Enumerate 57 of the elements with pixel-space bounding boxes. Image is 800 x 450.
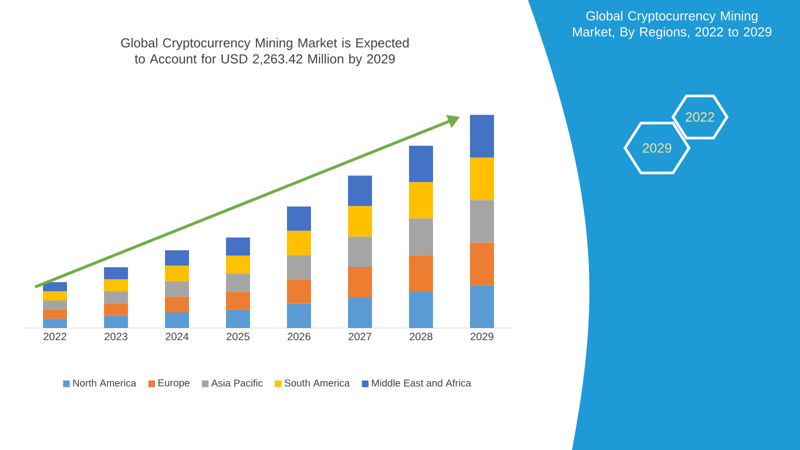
bar bbox=[470, 285, 494, 328]
bar bbox=[165, 312, 189, 328]
bar bbox=[43, 300, 68, 310]
bar bbox=[165, 266, 189, 282]
bar bbox=[43, 291, 68, 301]
bar bbox=[226, 292, 250, 310]
bar bbox=[226, 237, 250, 256]
bar bbox=[104, 304, 128, 316]
bar bbox=[226, 256, 250, 274]
x-tick-label: 2023 bbox=[104, 332, 128, 340]
bar bbox=[43, 282, 68, 292]
bar bbox=[104, 267, 128, 280]
bar bbox=[43, 318, 68, 328]
bar bbox=[348, 236, 372, 268]
bar bbox=[409, 218, 433, 256]
x-tick-label: 2028 bbox=[410, 332, 432, 340]
bar bbox=[287, 304, 312, 328]
bar bbox=[348, 206, 372, 237]
bar bbox=[409, 182, 433, 219]
bar bbox=[165, 250, 189, 266]
bar bbox=[226, 310, 250, 328]
bar bbox=[470, 200, 494, 243]
bar bbox=[470, 114, 494, 158]
legend-label: Europe bbox=[158, 379, 190, 388]
legend-label: Middle East and Africa bbox=[372, 379, 472, 387]
legend-label: South America bbox=[284, 379, 350, 387]
x-tick-label: 2024 bbox=[166, 332, 189, 340]
bar bbox=[43, 310, 68, 319]
bar bbox=[409, 146, 433, 182]
bar bbox=[470, 158, 494, 200]
bar bbox=[409, 255, 433, 292]
x-tick-label: 2029 bbox=[470, 332, 494, 340]
bar bbox=[470, 242, 494, 286]
x-tick-label: 2025 bbox=[226, 332, 250, 340]
bar bbox=[104, 292, 128, 304]
text: Global Cryptocurrency Mining Market, By Regions, 2022 to 2029 bbox=[572, 10, 772, 40]
bar bbox=[104, 279, 128, 292]
x-tick-label: 2022 bbox=[44, 332, 66, 340]
bar bbox=[104, 316, 128, 328]
x-tick-label: 2026 bbox=[288, 332, 310, 340]
text: 2022 bbox=[686, 112, 714, 122]
bar bbox=[348, 176, 372, 206]
bar bbox=[409, 292, 433, 328]
x-tick-label: 2027 bbox=[348, 332, 372, 340]
bar bbox=[165, 296, 189, 312]
legend-label: Asia Pacific bbox=[211, 379, 263, 387]
bar bbox=[226, 274, 250, 292]
legend-label: North America bbox=[73, 379, 136, 387]
bar bbox=[287, 255, 312, 280]
text: 2029 bbox=[642, 143, 672, 153]
bar bbox=[287, 206, 312, 231]
bar bbox=[287, 230, 312, 256]
bar bbox=[348, 298, 372, 328]
chart-title: Global Cryptocurrency Mining Market is Expected to Account for USD 2,263.42 Million by 2029 bbox=[121, 38, 409, 66]
bar bbox=[287, 279, 312, 304]
bar bbox=[165, 281, 189, 297]
bar bbox=[348, 267, 372, 298]
